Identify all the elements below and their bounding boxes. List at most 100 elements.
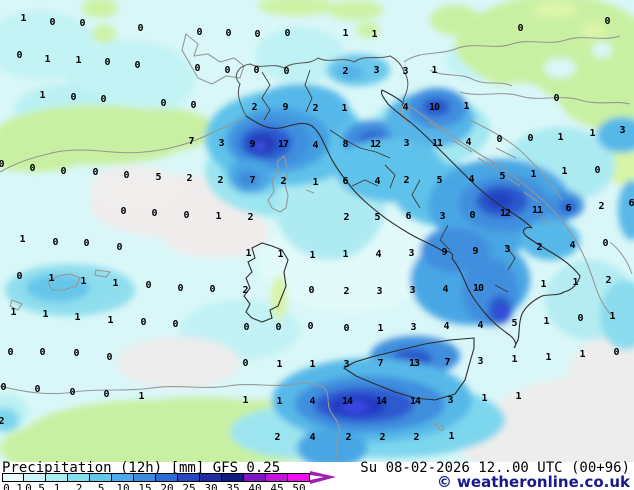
precip-value: 0: [190, 100, 196, 111]
precip-value: 3: [343, 359, 349, 370]
precip-value: 1: [112, 278, 118, 289]
precip-value: 1: [74, 312, 80, 323]
precip-value: 1: [138, 391, 144, 402]
precip-value: 4: [374, 176, 380, 187]
precip-value: 3: [408, 248, 414, 259]
copyright-text: © weatheronline.co.uk: [436, 473, 630, 490]
precip-value: 2: [413, 432, 419, 443]
precip-value: 0: [602, 238, 608, 249]
precip-value: 0: [283, 66, 289, 77]
legend-color-step: [112, 473, 134, 482]
legend-scale-value: 0.5: [25, 482, 45, 490]
precip-value: 0: [116, 242, 122, 253]
precip-value: 3: [218, 138, 224, 149]
precip-value: 1: [557, 132, 563, 143]
precip-value: 2: [242, 285, 248, 296]
precip-value: 2: [186, 173, 192, 184]
italy-mainland-coast: [245, 89, 581, 349]
precip-value: 3: [504, 244, 510, 255]
precip-value: 0: [16, 271, 22, 282]
gozo-island: [433, 421, 439, 427]
precip-value: 3: [373, 65, 379, 76]
precip-value: 0: [243, 322, 249, 333]
legend-title: Precipitation (12h) [mm] GFS 0.25: [2, 460, 281, 476]
precip-value: 7: [377, 358, 383, 369]
precip-value: 1: [309, 359, 315, 370]
legend-scale-value: 2: [75, 482, 83, 490]
precip-value: 1: [448, 431, 454, 442]
legend-color-step: [222, 473, 244, 482]
precip-value: 6: [565, 203, 571, 214]
legend-colorbar: [2, 473, 310, 482]
precip-value: 4: [442, 284, 448, 295]
precip-value: 4: [465, 137, 471, 148]
precip-value: 0: [34, 384, 40, 395]
legend-color-step: [178, 473, 200, 482]
precip-value: 0: [134, 60, 140, 71]
precip-value: 1: [481, 393, 487, 404]
precip-value: 0: [70, 92, 76, 103]
corsica-coast: [267, 155, 289, 213]
italy-region-borders: [261, 69, 516, 293]
precip-value: 3: [439, 211, 445, 222]
precip-value: 1: [44, 54, 50, 65]
precip-value: 0: [307, 321, 313, 332]
precip-value: 0: [16, 50, 22, 61]
precip-value: 1: [572, 277, 578, 288]
precip-value: 0: [254, 29, 260, 40]
precip-value: 1: [579, 349, 585, 360]
precip-value: 3: [402, 66, 408, 77]
precip-value: 2: [379, 432, 385, 443]
precip-value: 10: [428, 102, 440, 113]
legend-scale-value: 45: [270, 482, 284, 490]
precip-value: 1: [48, 273, 54, 284]
precip-value: 0: [196, 27, 202, 38]
legend-color-step: [90, 473, 112, 482]
precip-value: 1: [312, 177, 318, 188]
precip-value: 0: [209, 284, 215, 295]
precip-value: 2: [247, 212, 253, 223]
legend-scale-value: 15: [138, 482, 152, 490]
bosnia-border: [469, 119, 563, 201]
precip-value: 2: [343, 286, 349, 297]
balearics-coast: [9, 269, 112, 311]
precip-value: 2: [312, 103, 318, 114]
precip-value: 1: [107, 315, 113, 326]
precip-value: 4: [312, 140, 318, 151]
precipitation-field: [0, 0, 634, 462]
precip-value: 0: [7, 347, 13, 358]
precip-value: 1: [609, 311, 615, 322]
precip-value: 0: [69, 387, 75, 398]
precip-value: 1: [309, 250, 315, 261]
precip-value: 2: [345, 432, 351, 443]
legend-color-step: [200, 473, 222, 482]
precip-value: 0: [194, 63, 200, 74]
precip-value: 1: [276, 396, 282, 407]
precip-value: 1: [20, 13, 26, 24]
precip-value: 3: [409, 285, 415, 296]
precip-value: 1: [19, 234, 25, 245]
precip-value: 1: [276, 359, 282, 370]
precip-value: 2: [598, 201, 604, 212]
precip-value: 0: [253, 65, 259, 76]
precip-value: 2: [605, 275, 611, 286]
precip-value: 12: [369, 139, 381, 150]
precip-value: 9: [472, 246, 478, 257]
precip-value: 1: [431, 65, 437, 76]
precip-value: 17: [277, 139, 289, 150]
precip-value: 0: [73, 348, 79, 359]
precip-value: 0: [183, 210, 189, 221]
precip-value: 7: [444, 357, 450, 368]
precip-value: 5: [374, 212, 380, 223]
precip-value: 3: [619, 125, 625, 136]
legend-scale-value: 5: [97, 482, 105, 490]
precip-value: 0: [49, 17, 55, 28]
legend-color-step: [68, 473, 90, 482]
precip-value: 0: [225, 28, 231, 39]
precip-value: 0: [613, 347, 619, 358]
precip-value: 0: [577, 313, 583, 324]
precip-value: 2: [342, 66, 348, 77]
legend-color-step: [134, 473, 156, 482]
precip-value: 1: [341, 103, 347, 114]
precip-value: 7: [249, 175, 255, 186]
